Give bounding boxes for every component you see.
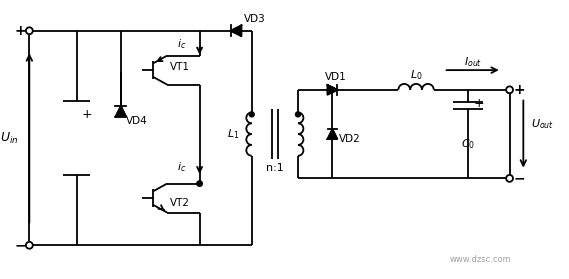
Text: −: − [15, 238, 26, 252]
Text: VD1: VD1 [324, 72, 347, 82]
Text: +: + [15, 24, 26, 38]
Text: VD3: VD3 [244, 14, 266, 24]
Text: VT1: VT1 [170, 62, 190, 72]
Text: $U_{out}$: $U_{out}$ [531, 117, 554, 131]
Text: $U_{in}$: $U_{in}$ [1, 131, 19, 146]
Text: VD4: VD4 [126, 116, 147, 126]
Circle shape [295, 112, 300, 117]
Polygon shape [328, 129, 337, 139]
Text: +: + [514, 83, 525, 97]
Polygon shape [116, 106, 126, 117]
Circle shape [506, 175, 513, 182]
Text: www.dzsc.com: www.dzsc.com [449, 254, 511, 264]
Text: $L_0$: $L_0$ [410, 68, 422, 82]
Text: $L_1$: $L_1$ [228, 127, 240, 141]
Polygon shape [230, 25, 241, 36]
Text: +: + [81, 108, 92, 121]
Circle shape [26, 27, 33, 34]
Text: +: + [473, 97, 484, 110]
Text: $I_{out}$: $I_{out}$ [464, 55, 482, 69]
Text: $C_0$: $C_0$ [461, 137, 475, 151]
Circle shape [506, 86, 513, 93]
Text: $i_c$: $i_c$ [176, 160, 186, 174]
Text: VD2: VD2 [339, 134, 361, 144]
Text: VT2: VT2 [170, 198, 190, 208]
Text: −: − [514, 171, 525, 185]
Polygon shape [328, 85, 337, 95]
Text: $i_c$: $i_c$ [176, 38, 186, 51]
Circle shape [197, 181, 203, 186]
Text: n:1: n:1 [266, 163, 284, 172]
Circle shape [26, 242, 33, 249]
Circle shape [249, 112, 254, 117]
Circle shape [330, 87, 335, 92]
